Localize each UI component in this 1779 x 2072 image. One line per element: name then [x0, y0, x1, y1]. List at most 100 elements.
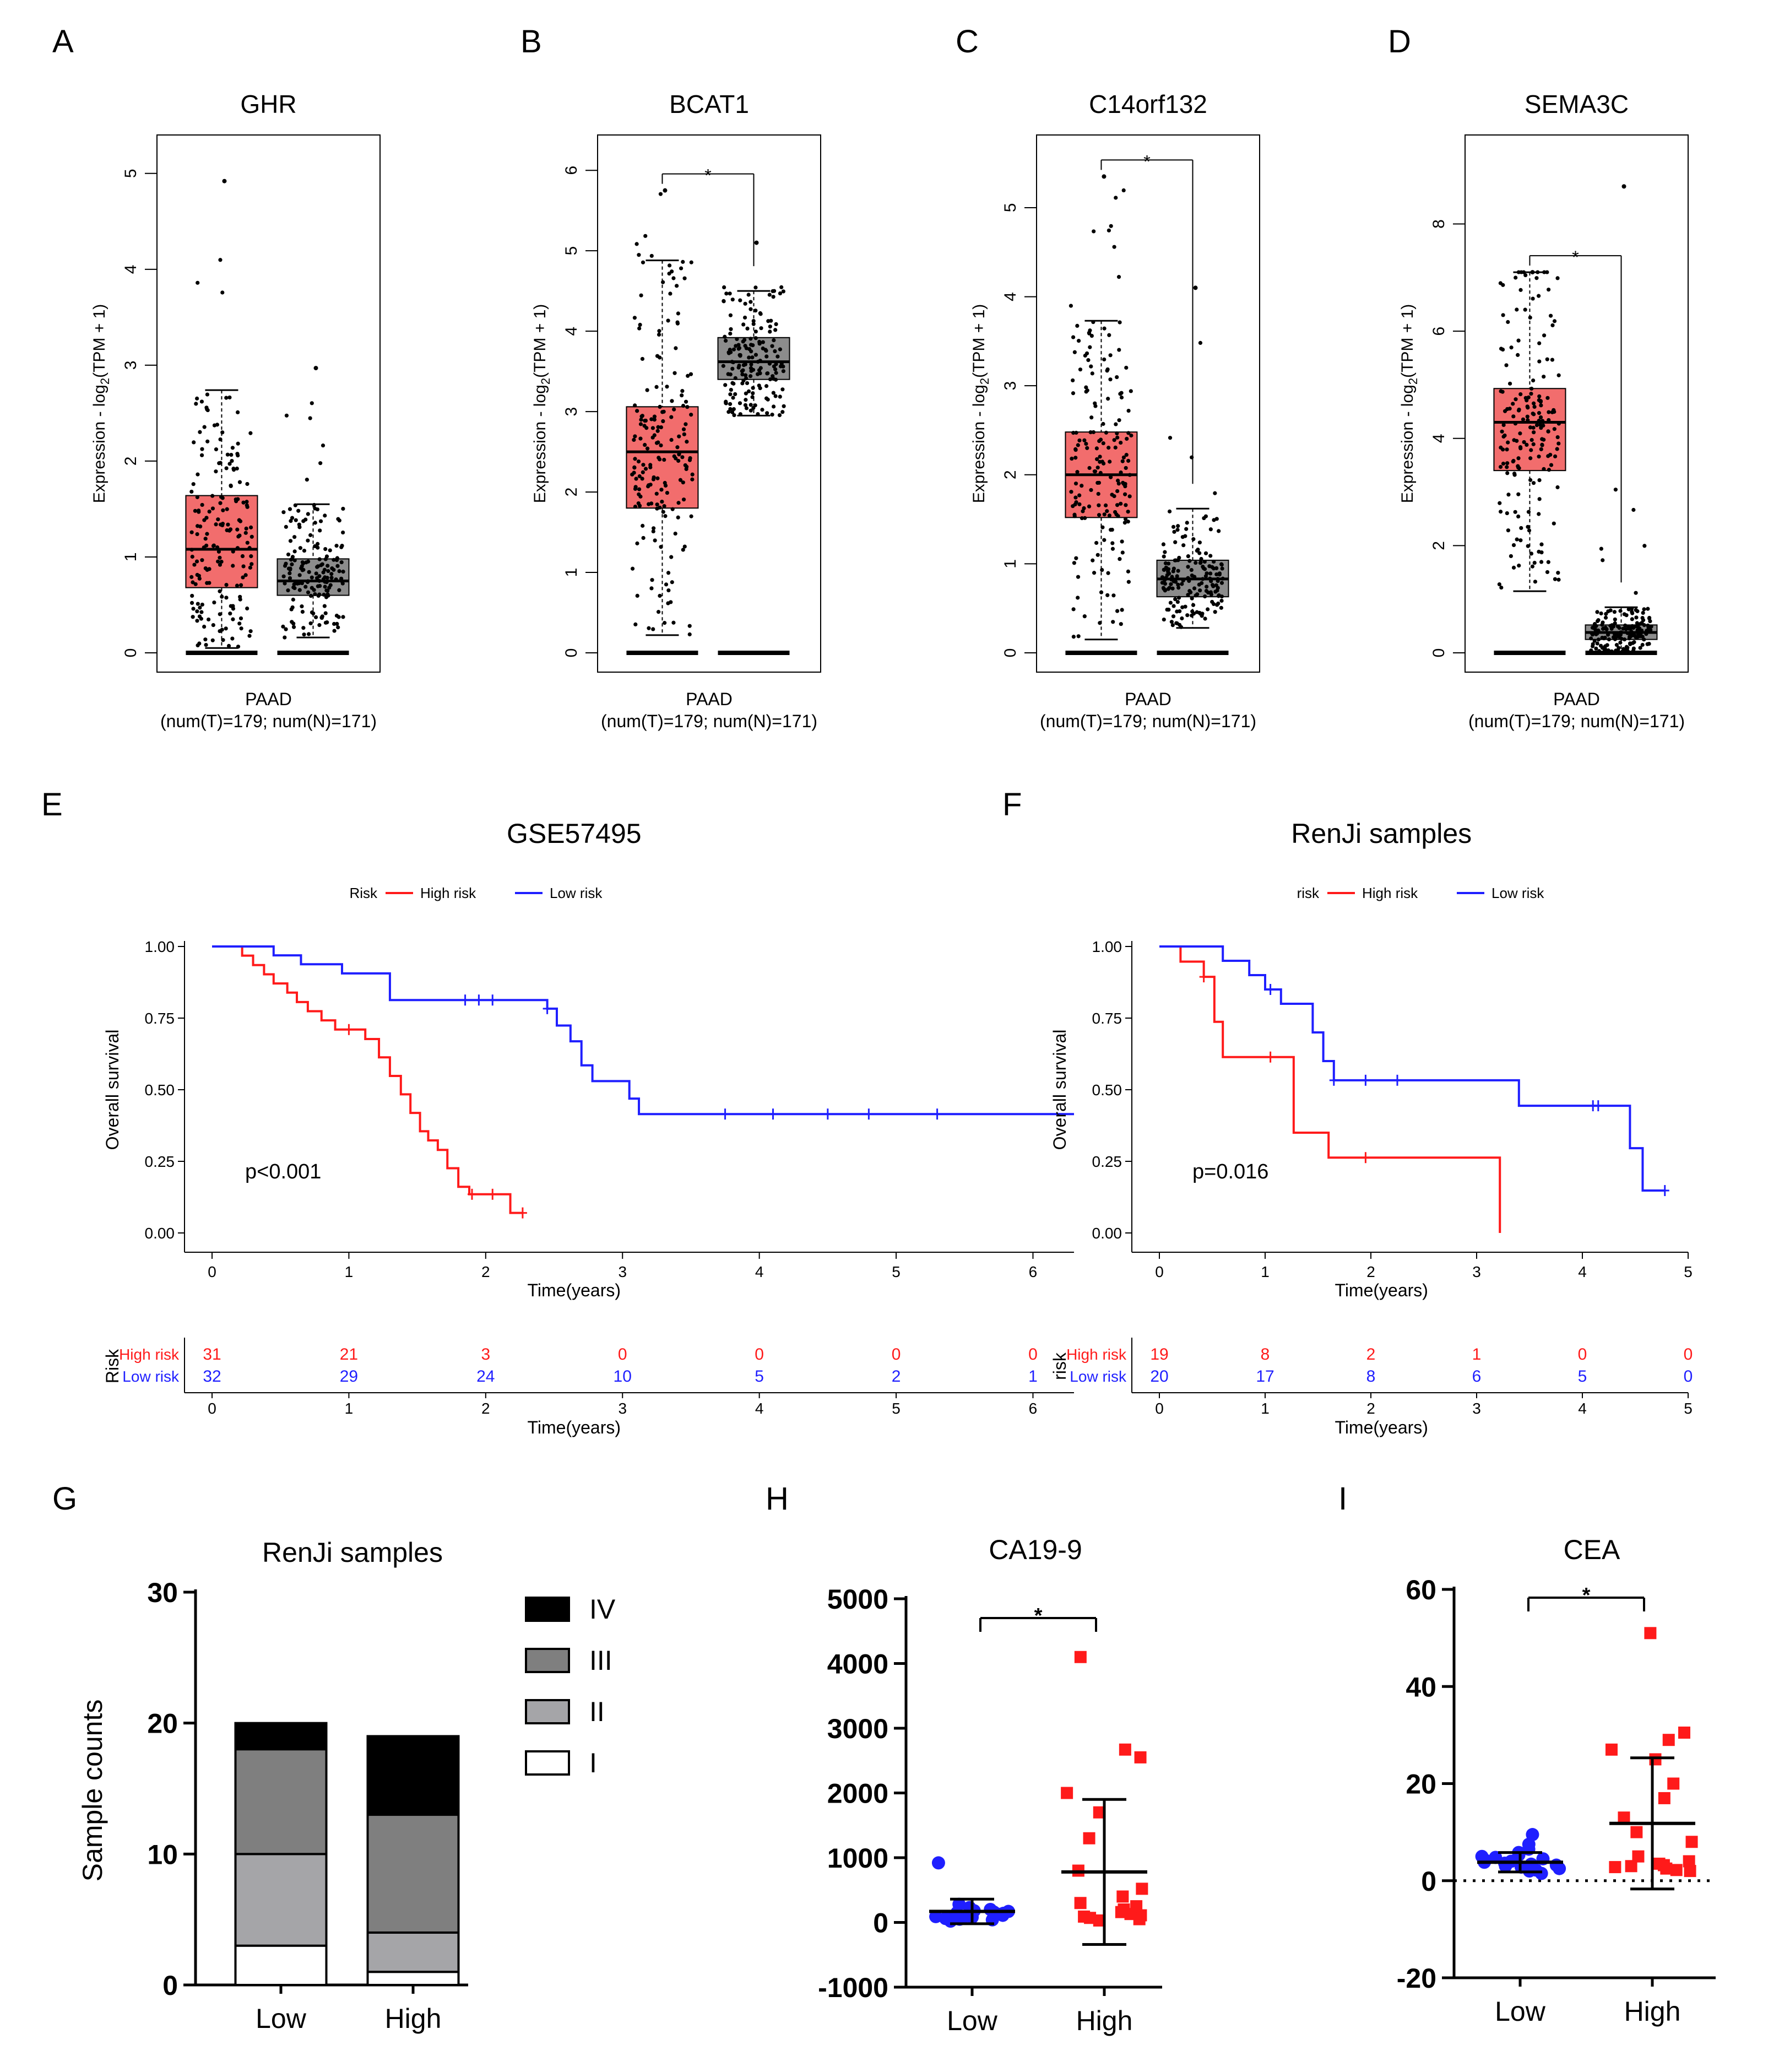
data-point: [1061, 1787, 1073, 1799]
legend-entry-high: High risk: [1362, 885, 1418, 901]
data-point: [685, 405, 690, 409]
data-point: [284, 524, 288, 529]
y-axis-label-part: 2: [539, 378, 552, 385]
data-point: [1168, 436, 1173, 440]
bar-segment-ii: [234, 1853, 328, 1947]
data-point: [1531, 401, 1536, 405]
data-point: [1631, 626, 1636, 630]
data-point: [1210, 583, 1215, 587]
legend-swatch: [525, 1648, 570, 1673]
y-tick-label: 0: [162, 1970, 178, 2001]
data-point: [1087, 466, 1092, 470]
data-point: [1640, 642, 1645, 647]
data-point: [756, 360, 760, 364]
data-point: [1685, 1836, 1698, 1848]
data-point: [249, 554, 253, 559]
data-point: [658, 192, 663, 196]
data-point: [687, 632, 692, 637]
data-point: [214, 447, 219, 452]
data-point: [633, 505, 638, 509]
data-point: [650, 426, 655, 430]
data-point: [1539, 550, 1544, 555]
data-point: [1527, 528, 1532, 533]
data-point: [1622, 637, 1627, 642]
data-point: [681, 480, 685, 485]
data-point: [190, 554, 194, 559]
data-point: [199, 399, 204, 404]
legend-swatch: [525, 1597, 570, 1622]
data-point: [1516, 353, 1520, 357]
data-point: [191, 580, 195, 585]
data-point: [1083, 516, 1087, 520]
data-point: [1119, 395, 1124, 400]
panel-i-dotplot: CEA -20 0 20 40 60 Low High *: [1397, 1534, 1716, 2027]
data-point: [1120, 539, 1124, 544]
data-point: [310, 610, 314, 615]
risk-count: 31: [203, 1345, 221, 1364]
data-point: [649, 586, 654, 591]
data-point: [319, 615, 324, 620]
data-point: [247, 546, 252, 550]
data-point: [248, 629, 253, 634]
data-point: [1536, 270, 1540, 274]
data-point: [1076, 634, 1081, 639]
data-point: [743, 403, 748, 407]
risk-table-time: 0: [208, 1400, 216, 1417]
data-point: [1180, 616, 1184, 621]
data-point: [191, 607, 196, 611]
data-point: [772, 289, 777, 293]
data-point: [1550, 323, 1555, 328]
data-point: [283, 564, 288, 568]
data-point: [1518, 538, 1523, 543]
bar-segment-iii: [366, 1814, 460, 1934]
data-point: [1530, 564, 1534, 569]
data-point: [1537, 359, 1542, 364]
data-point: [731, 347, 736, 351]
data-point: [339, 560, 344, 565]
data-point: [306, 579, 310, 583]
data-point: [250, 534, 254, 539]
data-point: [241, 575, 245, 580]
risk-count: 24: [476, 1367, 495, 1386]
data-point: [1076, 575, 1081, 579]
data-point: [1176, 524, 1180, 528]
data-point: [775, 354, 780, 359]
data-point: [1595, 619, 1600, 624]
data-point: [1525, 442, 1529, 447]
data-point: [782, 404, 786, 408]
y-axis-label: Expression - log2(TPM + 1): [1398, 304, 1420, 504]
data-point: [774, 362, 778, 366]
data-point: [1085, 388, 1089, 393]
data-point: [1498, 464, 1503, 469]
data-point: [1217, 571, 1222, 576]
data-point: [1597, 649, 1602, 653]
y-tick-label: 1: [562, 568, 581, 577]
data-point: [218, 461, 223, 465]
max-point: [663, 188, 668, 193]
data-point: [1512, 438, 1516, 442]
data-point: [1093, 401, 1097, 405]
data-point: [663, 514, 668, 518]
data-point: [1531, 481, 1536, 485]
y-tick-label: 0: [1421, 1866, 1436, 1897]
data-point: [300, 604, 304, 609]
data-point: [1537, 478, 1542, 483]
data-point: [1115, 489, 1120, 494]
data-point: [1176, 596, 1181, 600]
y-axis-label: Expression - log2(TPM + 1): [531, 304, 552, 504]
data-point: [224, 582, 229, 587]
data-point: [1604, 612, 1608, 616]
data-point: [1212, 559, 1216, 564]
data-point: [1498, 501, 1502, 505]
data-point: [744, 373, 748, 377]
risk-table-time: 2: [1366, 1400, 1375, 1417]
data-point: [219, 559, 224, 564]
data-point: [1526, 510, 1531, 514]
data-point: [658, 355, 662, 360]
data-point: [1206, 607, 1210, 612]
data-point: [1549, 463, 1554, 467]
y-tick-label: 20: [147, 1708, 178, 1739]
data-point: [227, 395, 232, 400]
data-point: [1091, 320, 1095, 324]
